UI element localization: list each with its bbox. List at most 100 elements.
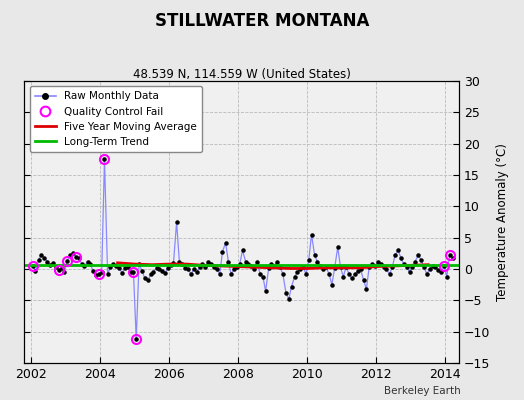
- Point: [158, 268, 166, 274]
- Point: [244, 261, 253, 267]
- Point: [273, 258, 281, 265]
- Point: [152, 265, 161, 271]
- Point: [37, 252, 46, 258]
- Point: [135, 261, 143, 267]
- Point: [443, 274, 451, 280]
- Point: [397, 255, 405, 261]
- Point: [58, 265, 66, 271]
- Point: [354, 268, 362, 274]
- Point: [319, 266, 328, 272]
- Point: [394, 247, 402, 254]
- Point: [112, 263, 121, 269]
- Point: [422, 271, 431, 277]
- Point: [437, 269, 445, 276]
- Point: [382, 266, 390, 272]
- Point: [75, 255, 83, 261]
- Point: [417, 256, 425, 263]
- Point: [52, 264, 60, 270]
- Point: [80, 263, 89, 269]
- Point: [110, 261, 118, 267]
- Point: [83, 258, 92, 265]
- Point: [40, 255, 49, 261]
- Point: [313, 258, 322, 265]
- Point: [224, 258, 233, 265]
- Point: [178, 261, 187, 267]
- Point: [31, 268, 40, 274]
- Point: [222, 240, 230, 246]
- Point: [215, 271, 224, 277]
- Point: [351, 271, 359, 277]
- Point: [103, 271, 112, 277]
- Point: [181, 265, 189, 271]
- Point: [310, 252, 319, 258]
- Point: [207, 261, 215, 267]
- Point: [449, 255, 457, 261]
- Point: [43, 258, 51, 265]
- Title: 48.539 N, 114.559 W (United States): 48.539 N, 114.559 W (United States): [133, 68, 351, 81]
- Point: [184, 266, 192, 272]
- Point: [164, 265, 172, 271]
- Point: [322, 264, 330, 270]
- Point: [270, 263, 278, 269]
- Point: [253, 258, 261, 265]
- Point: [147, 271, 155, 277]
- Point: [408, 264, 417, 270]
- Point: [345, 271, 353, 277]
- Point: [195, 264, 204, 270]
- Point: [78, 261, 86, 267]
- Point: [100, 156, 108, 162]
- Point: [247, 263, 256, 269]
- Point: [368, 261, 376, 267]
- Point: [201, 264, 210, 270]
- Point: [169, 260, 178, 266]
- Point: [402, 264, 411, 270]
- Point: [304, 256, 313, 263]
- Point: [49, 260, 57, 266]
- Point: [227, 271, 235, 277]
- Point: [411, 258, 419, 265]
- Point: [331, 265, 339, 271]
- Y-axis label: Temperature Anomaly (°C): Temperature Anomaly (°C): [496, 143, 509, 301]
- Point: [371, 263, 379, 269]
- Point: [115, 265, 123, 271]
- Point: [431, 264, 440, 270]
- Point: [233, 264, 241, 270]
- Point: [365, 264, 373, 270]
- Point: [60, 268, 69, 275]
- Point: [434, 267, 442, 274]
- Point: [121, 265, 129, 272]
- Point: [187, 271, 195, 277]
- Text: STILLWATER MONTANA: STILLWATER MONTANA: [155, 12, 369, 30]
- Point: [276, 264, 285, 270]
- Point: [414, 252, 422, 258]
- Point: [299, 264, 308, 270]
- Point: [348, 275, 356, 282]
- Point: [420, 264, 428, 270]
- Point: [155, 266, 163, 272]
- Point: [362, 286, 370, 292]
- Point: [267, 261, 276, 267]
- Point: [287, 284, 296, 290]
- Point: [302, 271, 310, 277]
- Point: [342, 264, 350, 270]
- Point: [379, 264, 388, 270]
- Point: [175, 258, 183, 265]
- Point: [236, 261, 244, 267]
- Point: [325, 271, 333, 277]
- Point: [328, 282, 336, 288]
- Point: [46, 262, 54, 268]
- Point: [388, 264, 397, 270]
- Point: [140, 275, 149, 282]
- Point: [391, 252, 399, 258]
- Point: [265, 265, 273, 271]
- Point: [261, 288, 270, 294]
- Point: [149, 269, 158, 276]
- Point: [89, 268, 97, 274]
- Point: [95, 271, 103, 277]
- Point: [28, 263, 37, 269]
- Point: [69, 250, 77, 257]
- Point: [92, 272, 101, 278]
- Point: [172, 219, 181, 225]
- Point: [106, 264, 115, 270]
- Point: [256, 271, 264, 277]
